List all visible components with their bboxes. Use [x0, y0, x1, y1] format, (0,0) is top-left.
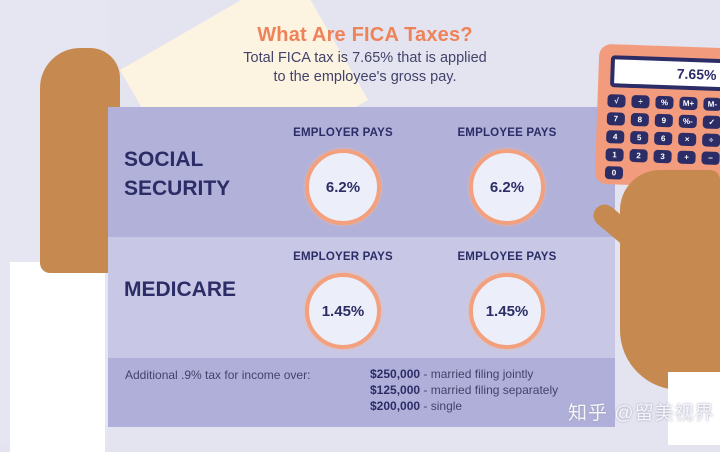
calculator-key: ✓ — [702, 115, 720, 130]
calculator-key: 1 — [605, 148, 624, 162]
employee-pays-header: EMPLOYEE PAYS — [457, 127, 557, 139]
employee-column: EMPLOYEE PAYS 1.45% — [437, 251, 577, 349]
calculator-key: − — [701, 151, 720, 166]
medicare-row: MEDICARE EMPLOYER PAYS 1.45% EMPLOYEE PA… — [108, 237, 615, 358]
additional-tax-intro: Additional .9% tax for income over: — [125, 368, 311, 382]
subtitle-line-1: Total FICA tax is 7.65% that is applied — [243, 50, 487, 66]
subtitle-line-2: to the employee's gross pay. — [273, 69, 457, 85]
additional-tax-footer: Additional .9% tax for income over: $250… — [108, 358, 615, 427]
right-hand-illustration — [620, 170, 720, 390]
calculator-key: √ — [607, 94, 626, 108]
threshold-amount: $200,000 — [370, 399, 421, 413]
employer-rate-badge: 6.2% — [305, 149, 381, 225]
threshold-list: $250,000 - married filing jointly $125,0… — [370, 366, 558, 414]
medicare-label: MEDICARE — [124, 278, 237, 301]
label-line-1: SOCIAL — [124, 148, 204, 171]
subtitle: Total FICA tax is 7.65% that is applied … — [200, 49, 530, 87]
left-hand-illustration — [40, 48, 120, 273]
left-sleeve-illustration — [10, 262, 105, 452]
threshold-item: $125,000 - married filing separately — [370, 382, 558, 398]
calculator-key: × — [677, 132, 697, 147]
threshold-item: $200,000 - single — [370, 398, 558, 414]
employee-pays-header: EMPLOYEE PAYS — [457, 251, 557, 263]
employee-rate-badge: 1.45% — [469, 273, 545, 349]
calculator-key: 7 — [606, 112, 626, 126]
threshold-amount: $125,000 — [370, 383, 421, 397]
calculator-key: 3 — [653, 149, 672, 164]
employer-pays-header: EMPLOYER PAYS — [293, 127, 393, 139]
threshold-amount: $250,000 — [370, 367, 421, 381]
employer-rate-badge: 1.45% — [305, 273, 381, 349]
calculator-key: 5 — [630, 130, 649, 145]
calculator-key: 0 — [604, 166, 624, 180]
header: What Are FICA Taxes? Total FICA tax is 7… — [200, 24, 530, 87]
calculator-key: ÷ — [631, 94, 650, 109]
label-line-2: SECURITY — [124, 177, 231, 200]
threshold-desc: - single — [420, 399, 463, 413]
employee-rate-badge: 6.2% — [469, 149, 545, 225]
calculator-key: 4 — [606, 130, 625, 144]
employer-column: EMPLOYER PAYS 6.2% — [273, 127, 413, 225]
threshold-item: $250,000 - married filing jointly — [370, 366, 558, 382]
employer-column: EMPLOYER PAYS 1.45% — [273, 251, 413, 349]
calculator-key: ÷ — [701, 133, 720, 148]
social-security-label: SOCIAL SECURITY — [124, 145, 230, 203]
social-security-row: SOCIAL SECURITY EMPLOYER PAYS 6.2% EMPLO… — [108, 107, 615, 237]
calculator-key: M+ — [679, 96, 698, 111]
calculator-display: 7.65% — [609, 55, 720, 92]
calculator-key: 6 — [653, 131, 673, 146]
calculator-illustration: 7.65% √ ÷ % M+ M- 7 8 9 %- ✓ 4 5 6 × ÷ 1… — [594, 43, 720, 189]
calculator-key: 2 — [629, 148, 648, 163]
threshold-desc: - married filing jointly — [420, 367, 534, 381]
calculator-key: 8 — [630, 112, 650, 127]
fica-table: SOCIAL SECURITY EMPLOYER PAYS 6.2% EMPLO… — [108, 107, 615, 427]
calculator-key: M- — [703, 97, 720, 112]
page-title: What Are FICA Taxes? — [257, 24, 473, 46]
calculator-key: % — [655, 95, 674, 110]
calculator-key: 9 — [654, 113, 674, 128]
right-sleeve-illustration — [668, 372, 720, 445]
calculator-key: + — [677, 150, 696, 165]
calculator-key: %- — [678, 114, 698, 129]
employee-column: EMPLOYEE PAYS 6.2% — [437, 127, 577, 225]
threshold-desc: - married filing separately — [420, 383, 559, 397]
watermark: 知乎 @留美视界 — [568, 403, 715, 424]
employer-pays-header: EMPLOYER PAYS — [293, 251, 393, 263]
